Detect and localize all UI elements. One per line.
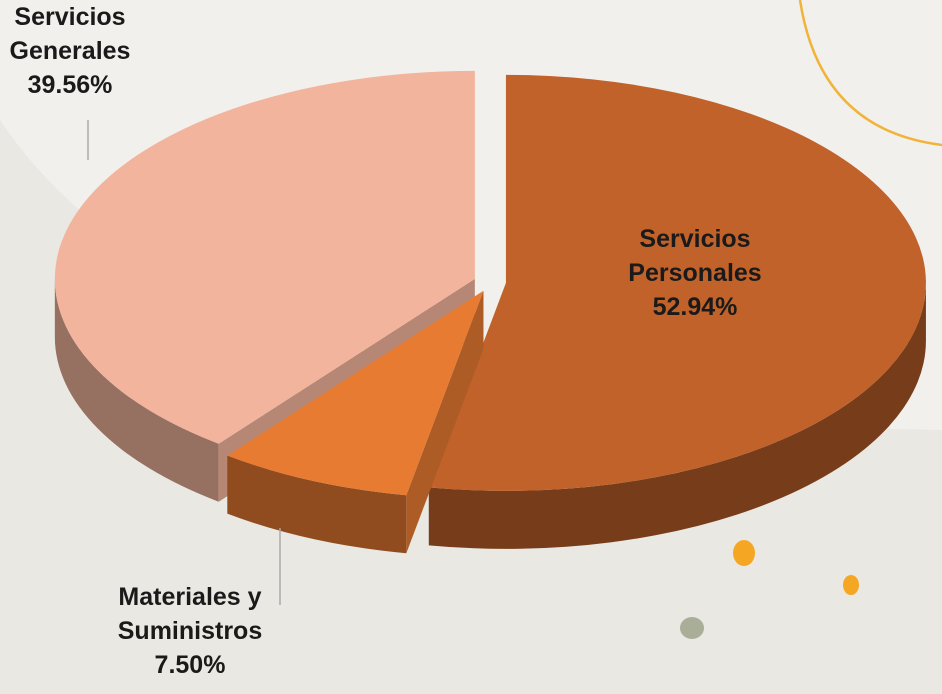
pie-slice — [227, 290, 484, 496]
pie-slice-side — [428, 282, 926, 549]
decor-dot — [843, 575, 859, 595]
decor-dot — [680, 617, 704, 639]
data-label: Servicios Generales 39.56% — [0, 0, 145, 102]
decor-dot — [733, 540, 755, 566]
pie-slice — [428, 74, 926, 491]
pie — [54, 70, 926, 554]
decor-arc — [798, 0, 942, 147]
category-name: Servicios Personales — [628, 225, 762, 287]
value-label: 39.56% — [27, 71, 113, 99]
pie-slice-side — [227, 455, 407, 554]
pie-slice — [54, 70, 475, 444]
pie-slice-side — [54, 278, 219, 502]
data-label: Servicios Personales 52.94% — [590, 222, 800, 324]
data-label: Materiales y Suministros 7.50% — [95, 580, 285, 682]
value-label: 52.94% — [652, 293, 738, 321]
pie-slice-cut — [406, 290, 484, 554]
category-name: Servicios Generales — [9, 3, 131, 65]
category-name: Materiales y Suministros — [117, 583, 263, 645]
value-label: 7.50% — [154, 651, 226, 679]
